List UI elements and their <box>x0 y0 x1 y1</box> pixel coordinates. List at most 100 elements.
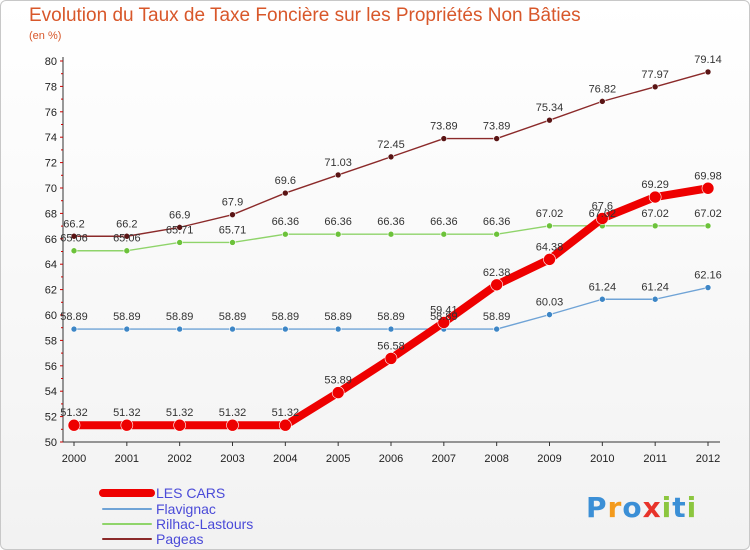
data-point <box>493 325 500 333</box>
data-point <box>282 230 289 238</box>
data-point <box>279 418 292 432</box>
data-label: 53.89 <box>324 375 352 387</box>
x-tick-label: 2001 <box>115 453 139 465</box>
data-label: 76.82 <box>589 83 617 95</box>
data-point <box>229 211 236 218</box>
data-label: 71.03 <box>324 157 352 169</box>
data-point <box>229 325 236 333</box>
proxiti-logo: Proxiti <box>586 491 698 524</box>
data-point <box>67 418 81 432</box>
data-point <box>546 311 553 318</box>
data-label: 67.9 <box>222 197 243 209</box>
legend-label: Pageas <box>156 531 203 547</box>
data-label: 75.34 <box>536 102 564 114</box>
data-label: 66.9 <box>169 209 190 221</box>
data-point <box>282 325 289 333</box>
y-tick-label: 56 <box>45 361 57 373</box>
data-point <box>648 190 662 204</box>
data-label: 59.41 <box>430 304 458 316</box>
data-point <box>123 232 131 240</box>
data-label: 62.16 <box>694 270 722 282</box>
data-label: 66.36 <box>483 216 511 228</box>
y-tick-label: 54 <box>45 386 57 398</box>
legend-label: Rilhac-Lastours <box>156 516 253 532</box>
data-point <box>493 230 500 238</box>
data-point <box>437 316 451 329</box>
x-tick-label: 2010 <box>590 453 614 465</box>
data-label: 66.36 <box>430 216 458 228</box>
x-tick-label: 2009 <box>537 453 561 465</box>
data-label: 73.89 <box>483 121 511 133</box>
data-label: 67.02 <box>641 208 669 220</box>
data-label: 65.06 <box>113 233 141 245</box>
data-label: 66.2 <box>63 218 84 230</box>
data-point <box>704 284 712 291</box>
data-point <box>596 212 609 225</box>
legend-label: LES CARS <box>156 485 225 501</box>
data-label: 58.89 <box>219 311 247 323</box>
data-point <box>440 230 448 238</box>
x-tick-label: 2003 <box>220 453 244 465</box>
data-point <box>701 181 715 195</box>
data-label: 66.2 <box>116 218 137 230</box>
data-point <box>387 230 395 238</box>
y-tick-label: 60 <box>45 310 57 322</box>
data-point <box>334 230 342 238</box>
x-tick-label: 2007 <box>432 453 456 465</box>
data-point <box>599 295 606 303</box>
x-tick-label: 2000 <box>62 453 86 465</box>
data-point <box>334 171 342 179</box>
data-label: 58.89 <box>324 311 352 323</box>
data-point <box>384 352 398 365</box>
data-point <box>120 418 134 432</box>
data-point <box>176 224 183 231</box>
data-label: 62.38 <box>483 267 511 279</box>
data-point <box>704 68 712 76</box>
data-point <box>70 325 78 333</box>
data-label: 58.89 <box>483 311 511 323</box>
data-point <box>651 83 659 91</box>
data-label: 69.6 <box>275 175 296 187</box>
data-point <box>387 325 395 333</box>
data-label: 77.97 <box>641 69 669 81</box>
y-tick-label: 50 <box>45 437 57 449</box>
y-tick-label: 62 <box>45 285 57 297</box>
data-point <box>704 222 712 230</box>
y-tick-label: 76 <box>45 107 57 119</box>
data-label: 73.89 <box>430 121 458 133</box>
data-point <box>229 239 236 246</box>
data-label: 60.03 <box>536 297 564 309</box>
data-point <box>123 325 131 333</box>
x-tick-label: 2011 <box>643 453 667 465</box>
data-label: 65.06 <box>60 233 88 245</box>
data-point <box>334 325 342 333</box>
y-tick-label: 68 <box>45 208 57 220</box>
data-label: 66.36 <box>377 216 405 228</box>
data-label: 69.29 <box>641 179 669 191</box>
data-label: 58.89 <box>166 311 194 323</box>
x-tick-label: 2002 <box>167 453 191 465</box>
data-label: 64.38 <box>536 241 564 253</box>
data-point <box>651 295 659 303</box>
y-tick-label: 64 <box>45 259 57 271</box>
data-point <box>282 189 289 197</box>
x-tick-label: 2005 <box>326 453 350 465</box>
data-label: 67.02 <box>694 208 722 220</box>
data-label: 61.24 <box>589 281 617 293</box>
data-label: 58.89 <box>377 311 405 323</box>
y-tick-label: 80 <box>45 56 57 68</box>
data-point <box>387 153 395 161</box>
data-label: 61.24 <box>641 281 669 293</box>
data-label: 67.6 <box>592 200 613 212</box>
data-label: 58.89 <box>272 311 300 323</box>
x-tick-label: 2012 <box>696 453 720 465</box>
data-label: 58.89 <box>113 311 141 323</box>
data-label: 58.89 <box>60 311 88 323</box>
y-tick-label: 58 <box>45 335 57 347</box>
data-label: 56.58 <box>377 340 405 352</box>
data-point <box>226 418 239 432</box>
data-point <box>331 386 345 399</box>
chart-title: Evolution du Taux de Taxe Foncière sur l… <box>29 5 581 26</box>
data-point <box>546 116 553 124</box>
